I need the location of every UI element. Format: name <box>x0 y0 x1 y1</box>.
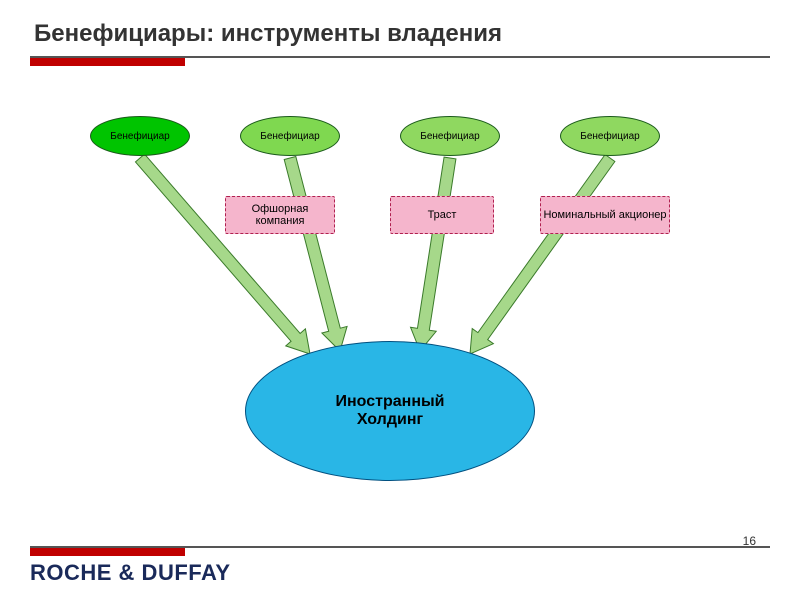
beneficiary-label: Бенефициар <box>420 131 479 142</box>
beneficiary-label: Бенефициар <box>260 131 319 142</box>
diagram-canvas: Бенефициар Бенефициар Бенефициар Бенефициар… <box>30 76 770 506</box>
instrument-box: Офшорная компания <box>225 196 335 234</box>
holding-label: Иностранный Холдинг <box>336 393 445 429</box>
arrow <box>459 150 620 361</box>
title-red-accent <box>30 58 185 66</box>
arrow <box>130 149 320 362</box>
brand-logo: ROCHE & DUFFAY <box>30 560 231 586</box>
beneficiary-node: Бенефициар <box>240 116 340 156</box>
instrument-box: Траст <box>390 196 494 234</box>
instrument-label: Офшорная компания <box>226 203 334 227</box>
beneficiary-node: Бенефициар <box>560 116 660 156</box>
arrow <box>277 155 352 355</box>
holding-node: Иностранный Холдинг <box>245 341 535 481</box>
beneficiary-node: Бенефициар <box>400 116 500 156</box>
page-number: 16 <box>743 534 756 548</box>
beneficiary-label: Бенефициар <box>110 131 169 142</box>
instrument-label: Номинальный акционер <box>543 209 666 221</box>
slide-title: Бенефициары: инструменты владения <box>34 20 770 48</box>
footer-red-accent <box>30 548 185 556</box>
instrument-box: Номинальный акционер <box>540 196 670 234</box>
arrow <box>407 156 463 353</box>
instrument-label: Траст <box>428 209 457 221</box>
beneficiary-node: Бенефициар <box>90 116 190 156</box>
beneficiary-label: Бенефициар <box>580 131 639 142</box>
